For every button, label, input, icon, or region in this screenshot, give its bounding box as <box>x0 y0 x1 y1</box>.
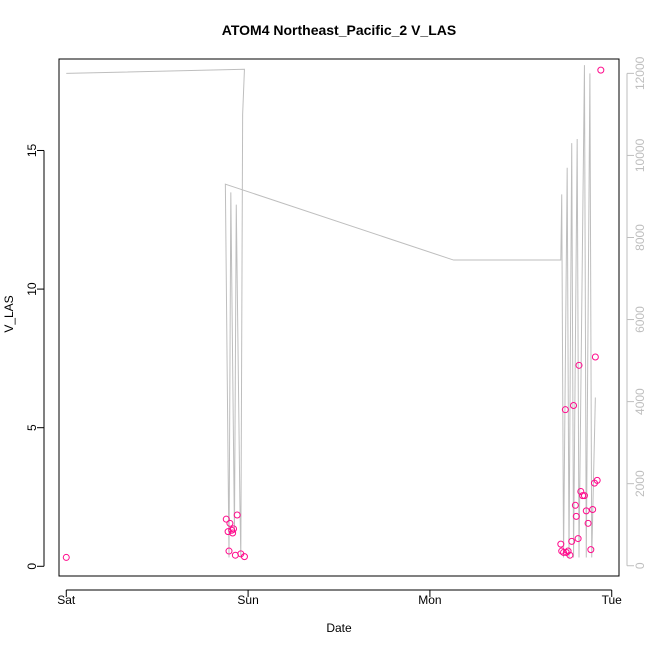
x-tick-label: Sun <box>237 593 258 607</box>
data-point <box>584 519 592 527</box>
data-point <box>575 361 583 369</box>
plot-frame <box>58 58 620 577</box>
data-point <box>233 511 241 519</box>
data-point <box>240 553 248 561</box>
chart-title: ATOM4 Northeast_Pacific_2 V_LAS <box>222 22 456 38</box>
y2-tick-label: 6000 <box>633 306 647 333</box>
y2-tick-label: 0 <box>633 562 647 569</box>
y2-tick-label: 2000 <box>633 470 647 497</box>
axis-layer: Sat Sun Mon Tue 0 5 10 15 0 2000 4000 6000 8000 10000… <box>25 56 647 607</box>
data-point <box>225 547 233 555</box>
x-tick-label: Mon <box>418 593 441 607</box>
data-point <box>587 546 595 554</box>
data-point <box>224 528 232 536</box>
data-point <box>229 529 237 537</box>
data-point <box>572 512 580 520</box>
data-point <box>560 548 568 556</box>
data-point <box>568 537 576 545</box>
y2-tick-label: 12000 <box>633 56 647 90</box>
y-tick-label: 15 <box>25 143 39 157</box>
data-point <box>230 525 238 533</box>
y2-tick-label: 8000 <box>633 224 647 251</box>
y-tick-label: 5 <box>25 424 39 431</box>
data-point <box>597 66 605 74</box>
y-tick-label: 10 <box>25 282 39 296</box>
y2-tick-label: 4000 <box>633 388 647 415</box>
data-point <box>570 402 578 410</box>
data-point <box>577 487 585 495</box>
data-point <box>571 501 579 509</box>
data-point <box>222 515 230 523</box>
data-point <box>566 551 574 559</box>
data-point <box>62 553 70 561</box>
data-point <box>574 535 582 543</box>
data-point <box>591 353 599 361</box>
x-tick-label: Tue <box>602 593 623 607</box>
data-point <box>589 505 597 513</box>
data-point <box>580 492 588 500</box>
data-point <box>564 547 572 555</box>
y2-tick-label: 10000 <box>633 138 647 172</box>
x-tick-label: Sat <box>57 593 76 607</box>
y-axis-label: V_LAS <box>2 295 16 332</box>
data-point <box>557 540 565 548</box>
series-line <box>66 65 596 558</box>
data-point <box>582 507 590 515</box>
data-point <box>226 519 234 527</box>
x-axis-label: Date <box>326 621 352 635</box>
data-point <box>561 406 569 414</box>
data-point <box>593 476 601 484</box>
plot-layer <box>62 65 605 561</box>
y-tick-label: 0 <box>25 563 39 570</box>
data-point <box>579 492 587 500</box>
